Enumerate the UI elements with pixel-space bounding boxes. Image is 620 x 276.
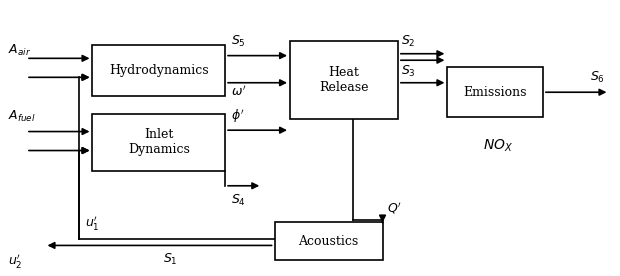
Text: $S_3$: $S_3$ xyxy=(401,63,416,79)
Text: $\omega'$: $\omega'$ xyxy=(231,84,247,99)
Text: $S_6$: $S_6$ xyxy=(590,70,605,86)
Text: Inlet
Dynamics: Inlet Dynamics xyxy=(128,128,190,156)
Text: $S_5$: $S_5$ xyxy=(231,34,246,49)
Text: $A_{fuel}$: $A_{fuel}$ xyxy=(7,109,35,124)
Text: $NO_X$: $NO_X$ xyxy=(483,137,513,154)
Text: $S_2$: $S_2$ xyxy=(401,34,415,49)
Text: Acoustics: Acoustics xyxy=(298,235,358,248)
Text: $A_{air}$: $A_{air}$ xyxy=(7,43,30,58)
Text: Hydrodynamics: Hydrodynamics xyxy=(109,64,208,77)
Text: $S_4$: $S_4$ xyxy=(231,193,246,208)
Bar xyxy=(448,67,543,117)
Text: Heat
Release: Heat Release xyxy=(319,66,369,94)
Text: $u_1'$: $u_1'$ xyxy=(85,214,99,232)
Text: $\phi'$: $\phi'$ xyxy=(231,108,245,125)
Bar xyxy=(92,114,225,171)
Bar xyxy=(290,41,398,119)
Bar xyxy=(92,46,225,95)
Bar xyxy=(275,222,383,260)
Text: $u_2'$: $u_2'$ xyxy=(7,252,22,270)
Text: $Q'$: $Q'$ xyxy=(387,200,402,216)
Text: Emissions: Emissions xyxy=(463,86,527,99)
Text: $S_1$: $S_1$ xyxy=(163,252,178,267)
